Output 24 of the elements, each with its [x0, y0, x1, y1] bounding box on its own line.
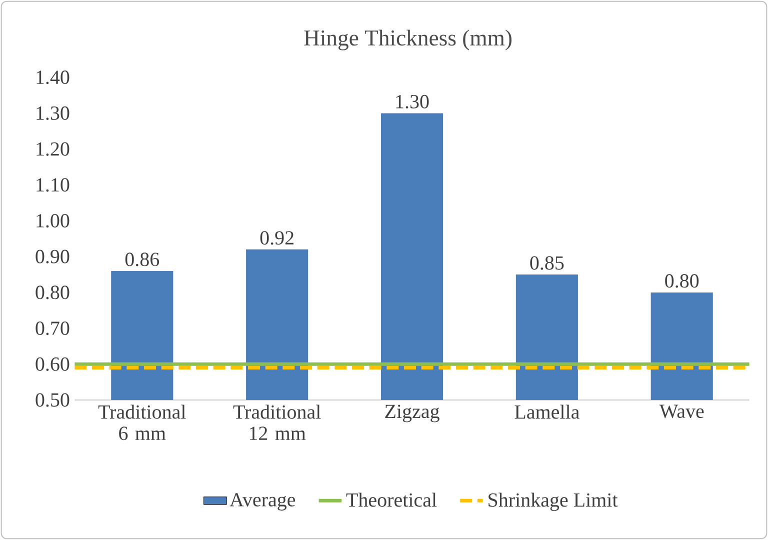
y-tick-label: 0.80: [36, 286, 70, 300]
x-tick-label: Zigzag: [385, 404, 440, 422]
y-tick-label: 0.60: [36, 357, 70, 371]
y-tick-label: 1.10: [36, 178, 70, 192]
y-tick-label: 1.40: [36, 70, 70, 84]
data-label: 0.92: [260, 231, 294, 245]
x-tick-label: Traditional 12 mm: [233, 404, 321, 440]
x-tick-label: Traditional 6 mm: [98, 404, 186, 440]
data-label: 0.80: [665, 274, 699, 288]
y-tick-label: 0.90: [36, 250, 70, 264]
y-tick-label: 0.70: [36, 322, 70, 336]
legend-label: Theoretical: [346, 492, 437, 507]
data-label: 1.30: [396, 94, 429, 108]
chart-title: Hinge Thickness (mm): [304, 30, 512, 50]
data-label: 0.86: [125, 252, 160, 266]
legend-label: Average: [230, 493, 296, 511]
x-tick-label: Wave: [659, 404, 704, 418]
y-tick-label: 1.20: [36, 142, 70, 156]
data-label: 0.85: [530, 256, 564, 270]
legend-label: Shrinkage Limit: [488, 492, 618, 511]
x-tick-label: Lamella: [514, 404, 580, 419]
y-tick-label: 1.30: [36, 106, 70, 120]
y-tick-label: 0.50: [36, 393, 70, 407]
y-tick-label: 1.00: [36, 214, 70, 228]
